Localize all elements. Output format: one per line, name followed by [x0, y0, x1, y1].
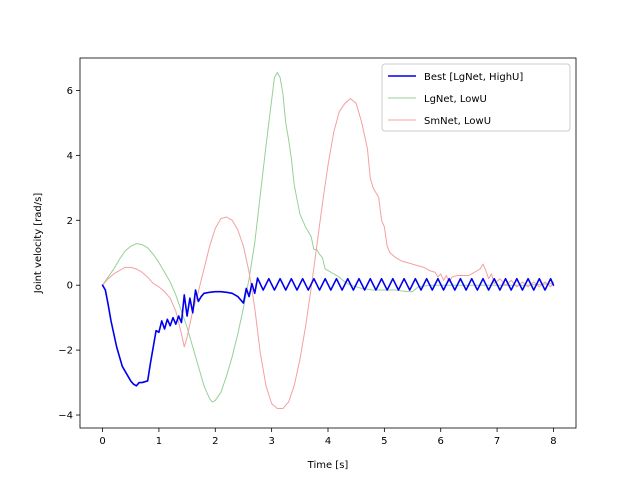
x-tick-label: 7: [494, 436, 500, 447]
x-tick-label: 6: [438, 436, 444, 447]
x-tick-label: 2: [212, 436, 218, 447]
x-tick-label: 0: [99, 436, 105, 447]
legend-box: [381, 63, 571, 132]
legend-entry: SmNet, LowU: [424, 116, 491, 127]
plot-area: 0 1 2 3 4 5 6 7 8 −4 −2 0 2 4 6 Time [s] Joint veloci…: [33, 57, 577, 471]
series-line-2: [102, 98, 554, 410]
y-tick-label: 0: [67, 281, 73, 292]
y-axis-label: Joint velocity [rad/s]: [33, 193, 44, 295]
legend: Best [LgNet, HighU] LgNet, LowU SmNet, Low…: [381, 63, 571, 132]
y-tick-label: −4: [58, 411, 73, 422]
x-tick-label: 5: [381, 436, 387, 447]
y-tick-label: −2: [58, 346, 73, 357]
x-tick-label: 3: [268, 436, 274, 447]
legend-entry: LgNet, LowU: [424, 94, 487, 105]
y-tick-label: 6: [67, 86, 73, 97]
x-axis-label: Time [s]: [307, 460, 349, 471]
series-line-1: [102, 72, 554, 403]
x-tick-label: 8: [550, 436, 556, 447]
series-line-0: [101, 277, 555, 387]
y-tick-label: 4: [67, 151, 73, 162]
y-tick-label: 2: [67, 216, 73, 227]
x-tick-label: 1: [156, 436, 162, 447]
legend-entry: Best [LgNet, HighU]: [424, 72, 523, 83]
x-tick-label: 4: [325, 436, 331, 447]
